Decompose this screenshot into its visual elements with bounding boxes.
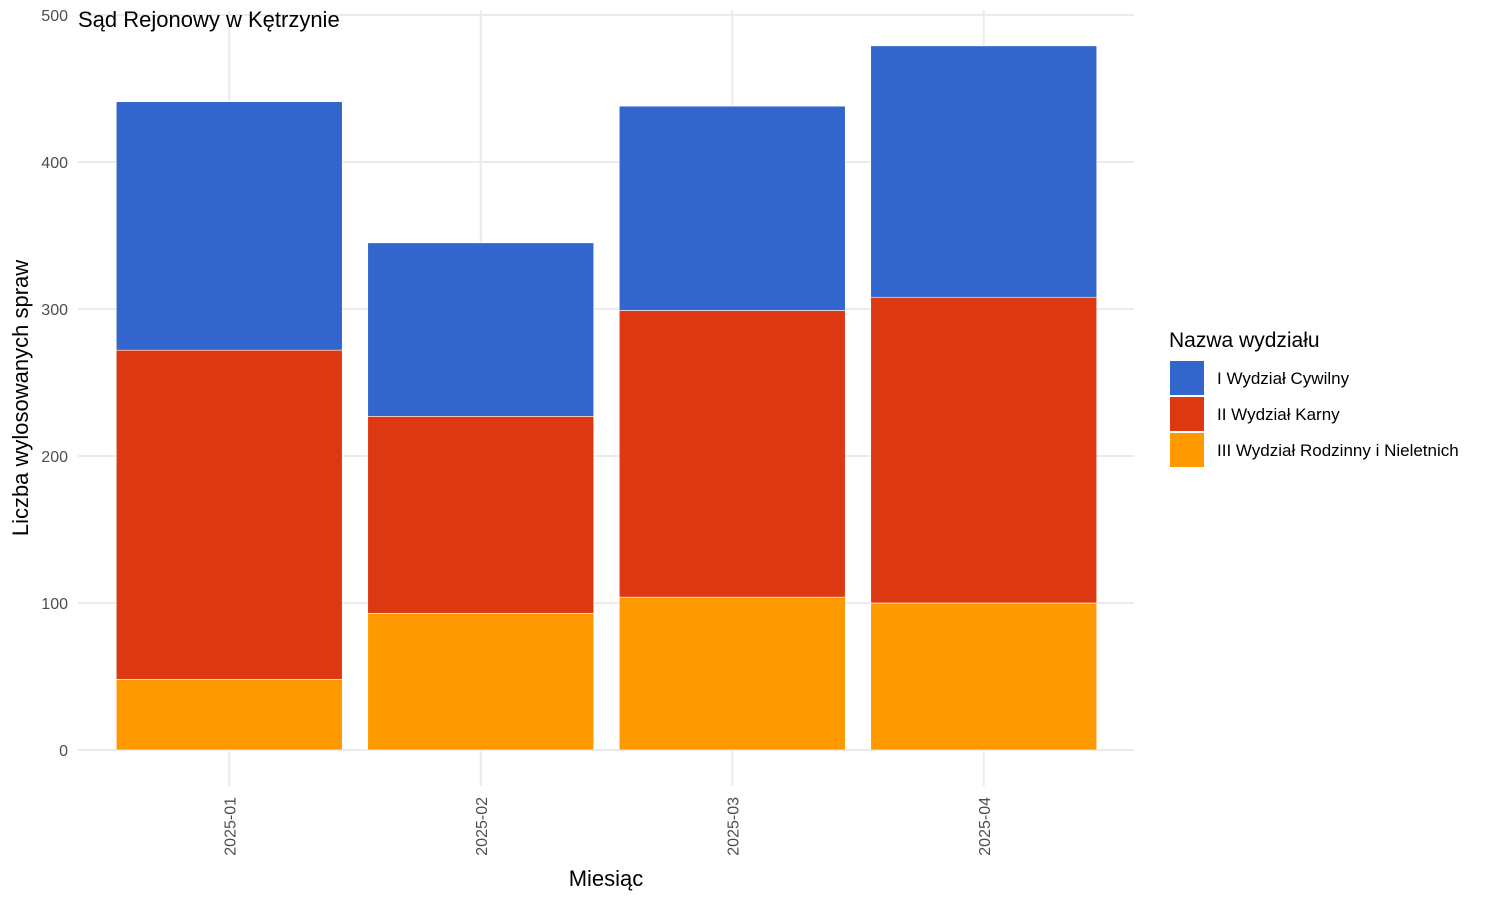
y-tick-label: 100 xyxy=(41,596,68,613)
x-axis-ticks: 2025-01 2025-02 2025-03 2025-04 xyxy=(222,797,994,856)
bar-segment xyxy=(618,105,846,311)
bar-segment xyxy=(618,310,846,598)
x-tick-label: 2025-04 xyxy=(977,797,994,856)
legend-title: Nazwa wydziału xyxy=(1169,329,1320,352)
x-tick-label: 2025-03 xyxy=(725,797,742,856)
legend-swatch xyxy=(1170,433,1204,467)
bar-segment xyxy=(618,596,846,751)
bar-segment xyxy=(870,602,1098,751)
x-tick-label: 2025-01 xyxy=(222,797,239,856)
legend-label: III Wydział Rodzinny i Nieletnich xyxy=(1217,441,1459,460)
x-tick-label: 2025-02 xyxy=(474,797,491,856)
legend-label: I Wydział Cywilny xyxy=(1217,369,1350,388)
bar-segment xyxy=(367,612,595,751)
bar-segment xyxy=(367,242,595,417)
bar-segment xyxy=(115,101,343,351)
legend-swatch xyxy=(1170,361,1204,395)
bars-layer xyxy=(115,45,1098,751)
chart-title: Sąd Rejonowy w Kętrzynie xyxy=(78,7,340,32)
y-tick-label: 400 xyxy=(41,155,68,172)
bar-segment xyxy=(870,45,1098,298)
y-axis-ticks: 0 100 200 300 400 500 xyxy=(41,8,68,760)
x-axis-title: Miesiąc xyxy=(569,866,644,891)
y-tick-label: 500 xyxy=(41,8,68,25)
y-tick-label: 0 xyxy=(59,743,68,760)
y-tick-label: 300 xyxy=(41,302,68,319)
bar-segment xyxy=(115,679,343,751)
bar-segment xyxy=(367,416,595,614)
y-tick-label: 200 xyxy=(41,449,68,466)
bar-segment xyxy=(870,296,1098,604)
bar-segment xyxy=(115,349,343,680)
legend-label: II Wydział Karny xyxy=(1217,405,1340,424)
legend-items: I Wydział Cywilny II Wydział Karny III Wyd… xyxy=(1170,361,1459,467)
legend: Nazwa wydziału I Wydział Cywilny II Wydzi… xyxy=(1169,329,1459,467)
y-axis-title: Liczba wylosowanych spraw xyxy=(8,260,33,536)
legend-swatch xyxy=(1170,397,1204,431)
